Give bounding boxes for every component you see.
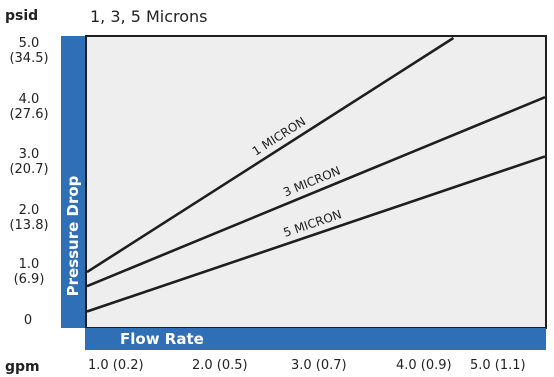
x-unit-label: gpm [5, 359, 40, 375]
y-tick-secondary: (27.6) [9, 107, 49, 122]
y-unit-label: psid [5, 8, 39, 24]
y-tick-0: 0 [3, 313, 53, 328]
x-axis-band [85, 328, 546, 350]
y-tick-secondary: (20.7) [9, 162, 49, 177]
y-tick-5: 5.0 (34.5) [3, 36, 55, 66]
x-tick-5: 5.0 (1.1) [470, 358, 526, 373]
y-tick-primary: 1.0 [18, 257, 40, 272]
series-line-3-micron [86, 96, 546, 288]
y-tick-secondary: (6.9) [13, 272, 45, 287]
y-tick-primary: 3.0 [18, 147, 40, 162]
y-axis-band [61, 36, 85, 328]
series-line-1-micron [86, 36, 455, 274]
y-tick-primary: 4.0 [18, 92, 40, 107]
y-tick-primary: 0 [23, 313, 33, 328]
y-tick-1: 1.0 (6.9) [3, 257, 55, 287]
x-tick-2: 2.0 (0.5) [192, 358, 248, 373]
y-tick-3: 3.0 (20.7) [3, 147, 55, 177]
x-tick-1: 1.0 (0.2) [88, 358, 144, 373]
y-tick-primary: 2.0 [18, 203, 40, 218]
y-tick-primary: 5.0 [18, 36, 40, 51]
x-tick-3: 3.0 (0.7) [291, 358, 347, 373]
y-tick-secondary: (13.8) [9, 218, 49, 233]
x-tick-4: 4.0 (0.9) [396, 358, 452, 373]
series-line-5-micron [86, 155, 546, 313]
x-axis-label: Flow Rate [120, 330, 204, 348]
y-tick-4: 4.0 (27.6) [3, 92, 55, 122]
y-tick-2: 2.0 (13.8) [3, 203, 55, 233]
y-tick-secondary: (34.5) [9, 51, 49, 66]
chart-title: 1, 3, 5 Microns [90, 7, 208, 26]
